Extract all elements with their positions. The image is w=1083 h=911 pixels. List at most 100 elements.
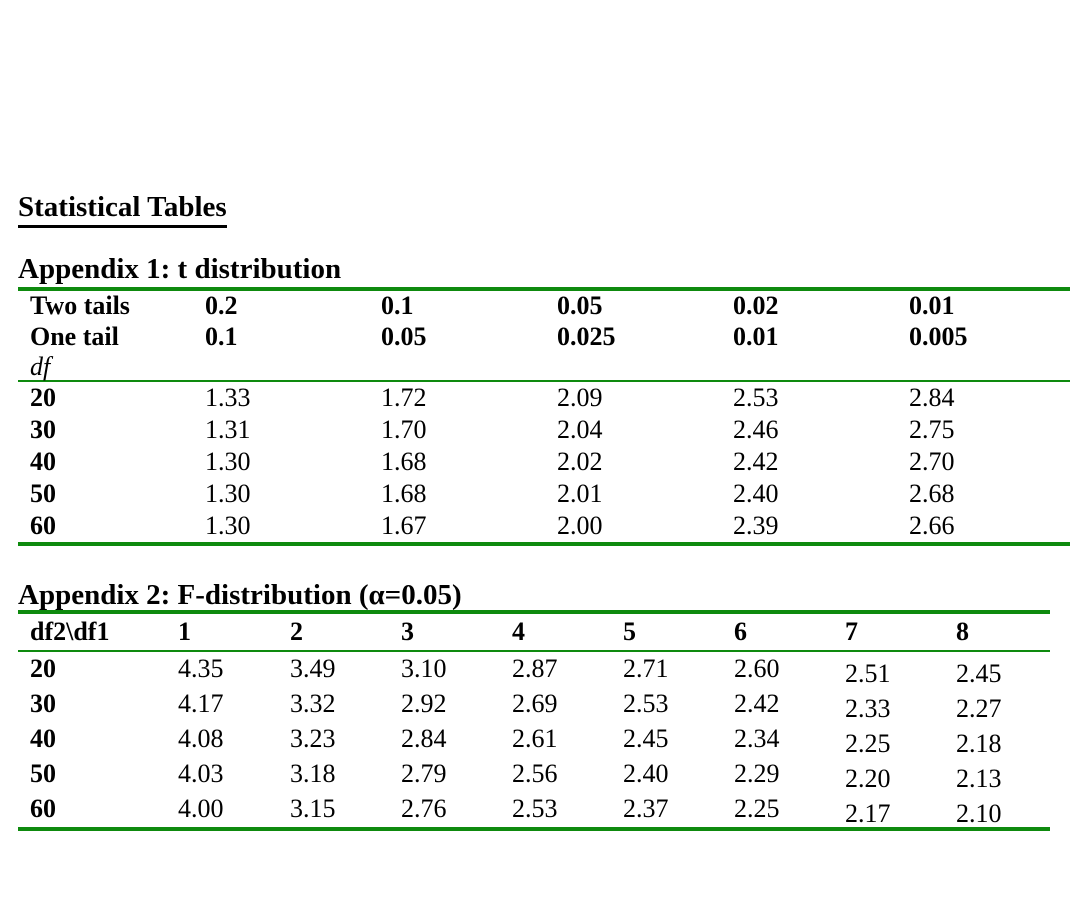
f-value: 2.34 (734, 724, 780, 754)
table-row: 30 1.31 1.70 2.04 2.46 2.75 (18, 414, 1070, 446)
f-value: 2.45 (623, 724, 669, 754)
f-value: 2.92 (401, 689, 447, 719)
header-cell: 0.025 (557, 322, 616, 352)
t-value: 1.72 (381, 382, 427, 412)
t-value: 1.70 (381, 414, 427, 444)
column-header: 5 (623, 616, 636, 646)
table-row: 30 4.17 3.32 2.92 2.69 2.53 2.42 2.33 2.… (18, 687, 1050, 723)
df-label: df (30, 352, 51, 381)
f-value: 3.15 (290, 794, 336, 824)
t-value: 2.70 (909, 446, 955, 476)
f-value: 2.53 (512, 794, 558, 824)
f-value: 2.45 (956, 659, 1002, 689)
table-row: 40 1.30 1.68 2.02 2.42 2.70 (18, 446, 1070, 478)
corner-label: df2\df1 (30, 616, 110, 646)
f-value: 2.25 (734, 794, 780, 824)
f-value: 2.56 (512, 759, 558, 789)
df2-value: 60 (30, 794, 56, 824)
f-value: 2.51 (845, 659, 891, 689)
df-value: 40 (30, 446, 56, 476)
t-value: 2.68 (909, 478, 955, 508)
df-value: 60 (30, 510, 56, 540)
header-cell: 0.1 (205, 322, 238, 352)
t-value: 2.09 (557, 382, 603, 412)
header-cell: 0.01 (733, 322, 779, 352)
t-distribution-table: Two tails 0.2 0.1 0.05 0.02 0.01 One tai… (18, 287, 1070, 546)
column-header: 6 (734, 616, 747, 646)
t-value: 2.84 (909, 382, 955, 412)
t-value: 2.53 (733, 382, 779, 412)
f-value: 2.79 (401, 759, 447, 789)
table-header-row: df2\df1 1 2 3 4 5 6 7 8 (18, 614, 1050, 652)
df2-value: 50 (30, 759, 56, 789)
header-cell: 0.005 (909, 322, 968, 352)
f-value: 2.60 (734, 654, 780, 684)
header-cell: 0.2 (205, 291, 238, 321)
f-value: 4.17 (178, 689, 224, 719)
table-row: 50 1.30 1.68 2.01 2.40 2.68 (18, 478, 1070, 510)
table-row: df (18, 352, 1070, 382)
t-value: 2.46 (733, 414, 779, 444)
f-value: 4.35 (178, 654, 224, 684)
table-row: Two tails 0.2 0.1 0.05 0.02 0.01 (18, 291, 1070, 322)
df2-value: 40 (30, 724, 56, 754)
f-value: 2.84 (401, 724, 447, 754)
column-header: 1 (178, 616, 191, 646)
table-row: 60 4.00 3.15 2.76 2.53 2.37 2.25 2.17 2.… (18, 792, 1050, 828)
t-value: 1.68 (381, 478, 427, 508)
f-value: 2.69 (512, 689, 558, 719)
df-value: 30 (30, 414, 56, 444)
header-cell: 0.1 (381, 291, 414, 321)
t-value: 2.00 (557, 510, 603, 540)
f-value: 2.20 (845, 764, 891, 794)
f-value: 3.49 (290, 654, 336, 684)
table-row: 20 1.33 1.72 2.09 2.53 2.84 (18, 382, 1070, 414)
t-value: 1.33 (205, 382, 251, 412)
t-value: 2.75 (909, 414, 955, 444)
f-value: 2.61 (512, 724, 558, 754)
t-value: 2.04 (557, 414, 603, 444)
f-value: 2.42 (734, 689, 780, 719)
f-value: 2.33 (845, 694, 891, 724)
t-value: 1.31 (205, 414, 251, 444)
f-value: 2.71 (623, 654, 669, 684)
t-value: 2.42 (733, 446, 779, 476)
f-value: 2.13 (956, 764, 1002, 794)
f-value: 2.53 (623, 689, 669, 719)
f-value: 3.32 (290, 689, 336, 719)
page-title: Statistical Tables (18, 191, 227, 228)
f-value: 2.25 (845, 729, 891, 759)
f-value: 4.00 (178, 794, 224, 824)
f-value: 4.08 (178, 724, 224, 754)
column-header: 7 (845, 616, 858, 646)
f-value: 3.23 (290, 724, 336, 754)
f-value: 3.18 (290, 759, 336, 789)
column-header: 2 (290, 616, 303, 646)
t-value: 2.01 (557, 478, 603, 508)
t-value: 2.40 (733, 478, 779, 508)
row-label-one-tail: One tail (30, 322, 119, 352)
t-value: 1.30 (205, 446, 251, 476)
df2-value: 30 (30, 689, 56, 719)
f-value: 4.03 (178, 759, 224, 789)
f-value: 2.29 (734, 759, 780, 789)
df2-value: 20 (30, 654, 56, 684)
f-value: 2.40 (623, 759, 669, 789)
t-value: 1.30 (205, 478, 251, 508)
f-value: 3.10 (401, 654, 447, 684)
f-value: 2.17 (845, 799, 891, 829)
t-value: 1.67 (381, 510, 427, 540)
t-value: 1.30 (205, 510, 251, 540)
t-value: 1.68 (381, 446, 427, 476)
df-value: 20 (30, 382, 56, 412)
table-row: 50 4.03 3.18 2.79 2.56 2.40 2.29 2.20 2.… (18, 757, 1050, 793)
header-cell: 0.05 (381, 322, 427, 352)
table-row: 60 1.30 1.67 2.00 2.39 2.66 (18, 510, 1070, 542)
f-value: 2.18 (956, 729, 1002, 759)
row-label-two-tails: Two tails (30, 291, 130, 321)
f-value: 2.37 (623, 794, 669, 824)
column-header: 8 (956, 616, 969, 646)
header-cell: 0.01 (909, 291, 955, 321)
f-value: 2.76 (401, 794, 447, 824)
appendix2-heading: Appendix 2: F-distribution (α=0.05) (18, 579, 462, 611)
